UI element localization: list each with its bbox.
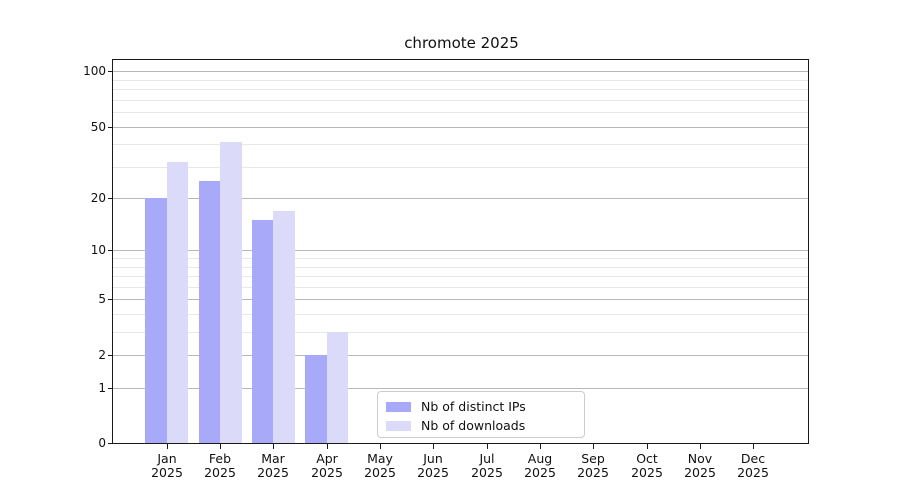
x-tick — [167, 444, 168, 449]
bar-distinct-ips-jan — [145, 198, 167, 443]
gridline-minor — [113, 144, 808, 145]
x-tick-label: Feb 2025 — [204, 451, 236, 480]
x-tick — [753, 444, 754, 449]
gridline-minor — [113, 276, 808, 277]
gridline-major — [113, 71, 808, 72]
gridline-major — [113, 127, 808, 128]
x-tick — [273, 444, 274, 449]
x-tick-label: Jul 2025 — [471, 451, 503, 480]
legend-label: Nb of distinct IPs — [421, 399, 526, 414]
gridline-major — [113, 198, 808, 199]
x-tick — [327, 444, 328, 449]
x-tick — [433, 444, 434, 449]
gridline-major — [113, 355, 808, 356]
legend-label: Nb of downloads — [421, 418, 526, 433]
y-tick — [108, 355, 113, 356]
y-tick — [108, 443, 113, 444]
x-tick-label: Apr 2025 — [311, 451, 343, 480]
legend: Nb of distinct IPs Nb of downloads — [377, 391, 585, 438]
x-tick-label: Jun 2025 — [417, 451, 449, 480]
x-tick-label: Nov 2025 — [684, 451, 716, 480]
gridline-major — [113, 388, 808, 389]
gridline-major — [113, 299, 808, 300]
y-tick-label: 5 — [98, 292, 106, 306]
gridline-minor — [113, 112, 808, 113]
gridline-minor — [113, 100, 808, 101]
chart-title: chromote 2025 — [404, 34, 519, 52]
y-tick-label: 10 — [90, 243, 106, 257]
bar-distinct-ips-mar — [251, 220, 274, 443]
x-tick — [647, 444, 648, 449]
y-tick-label: 2 — [98, 348, 106, 362]
bar-downloads-feb — [220, 142, 242, 443]
gridline-minor — [113, 80, 808, 81]
y-tick-label: 1 — [98, 381, 106, 395]
gridline-minor — [113, 314, 808, 315]
legend-item: Nb of distinct IPs — [386, 397, 576, 416]
x-tick-label: Oct 2025 — [631, 451, 663, 480]
y-tick — [108, 388, 113, 389]
bar-downloads-jan — [166, 161, 189, 443]
x-tick-label: Dec 2025 — [737, 451, 769, 480]
gridline-major — [113, 250, 808, 251]
y-tick-label: 0 — [98, 436, 106, 450]
y-tick-label: 20 — [90, 191, 106, 205]
x-tick — [540, 444, 541, 449]
legend-swatch-distinct-ips — [386, 401, 411, 412]
x-tick-label: Jan 2025 — [151, 451, 183, 480]
x-tick-label: Aug 2025 — [524, 451, 556, 480]
x-tick-label: Mar 2025 — [257, 451, 289, 480]
legend-swatch-downloads — [386, 420, 411, 431]
gridline-minor — [113, 287, 808, 288]
gridline-minor — [113, 332, 808, 333]
x-tick — [593, 444, 594, 449]
bar-distinct-ips-apr — [305, 355, 327, 443]
y-tick — [108, 127, 113, 128]
x-tick-label: Sep 2025 — [577, 451, 609, 480]
gridline-minor — [113, 167, 808, 168]
y-tick — [108, 250, 113, 251]
gridline-minor — [113, 258, 808, 259]
gridline-minor — [113, 267, 808, 268]
plot-area — [112, 59, 809, 444]
x-tick — [380, 444, 381, 449]
gridline-minor — [113, 89, 808, 90]
y-tick — [108, 71, 113, 72]
x-tick — [220, 444, 221, 449]
y-tick — [108, 299, 113, 300]
bar-downloads-apr — [326, 332, 349, 443]
y-tick — [108, 198, 113, 199]
x-tick — [487, 444, 488, 449]
legend-item: Nb of downloads — [386, 416, 576, 435]
bar-distinct-ips-feb — [198, 181, 220, 443]
y-tick-label: 100 — [83, 64, 106, 78]
y-tick-label: 50 — [90, 120, 106, 134]
bar-downloads-mar — [273, 210, 295, 443]
x-tick-label: May 2025 — [364, 451, 396, 480]
x-tick — [700, 444, 701, 449]
